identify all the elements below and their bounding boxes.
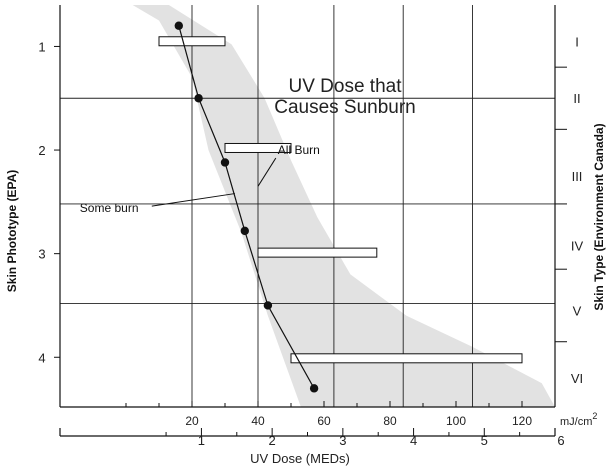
x-mj-tick-label: 100 [446, 414, 466, 428]
range-bar [257, 247, 378, 258]
x-med-tick-label: 3 [339, 433, 346, 448]
burn-band [132, 5, 555, 407]
y-right-tick-label: I [575, 34, 579, 49]
x-axis-title: UV Dose (MEDs) [250, 451, 350, 466]
x-unit-text: mJ/cm [560, 416, 592, 428]
y-axis-left-title: Skin Phototype (EPA) [5, 170, 19, 292]
chart-title-line-2: Causes Sunburn [274, 97, 416, 118]
y-axis-right-title: Skin Type (Environment Canada) [592, 123, 606, 310]
annotation-leader-line [257, 157, 277, 187]
chart-title-line-1: UV Dose that [289, 76, 403, 97]
range-bar [224, 142, 292, 153]
y-right-tick-label: VI [571, 371, 583, 386]
x-mj-tick-label: 120 [512, 414, 532, 428]
series-layer [174, 21, 319, 393]
x-mj-tick-label: 20 [185, 414, 199, 428]
data-point [309, 384, 319, 393]
annotation-label: Some burn [80, 201, 139, 215]
x-mj-tick-label: 80 [383, 414, 397, 428]
y-left-tick-label: 1 [38, 39, 45, 54]
series-line [178, 25, 315, 389]
data-point [174, 21, 183, 30]
x-med-tick-label: 6 [557, 433, 564, 448]
grid-layer [60, 5, 555, 407]
x-med-tick-label: 2 [269, 433, 276, 448]
y-left-tick-label: 4 [38, 350, 45, 365]
range-bar [158, 36, 226, 47]
annotation-leader-line [151, 193, 235, 207]
data-point [220, 158, 230, 167]
y-right-tick-label: V [573, 304, 582, 319]
annotation-label: All Burn [278, 143, 320, 157]
x-unit-superscript: 2 [592, 411, 597, 421]
y-left-tick-label: 3 [38, 247, 45, 262]
y-right-tick-label: III [572, 169, 583, 184]
x-med-tick-label: 4 [410, 433, 417, 448]
data-point [240, 226, 249, 236]
annotation-layer: All Burn Some burn [80, 143, 320, 215]
data-point [263, 301, 273, 310]
data-point [194, 94, 203, 103]
y-left-tick-label: 2 [38, 143, 45, 158]
x-med-tick-label: 5 [481, 433, 488, 448]
x-mj-tick-label: 60 [317, 414, 331, 428]
range-bars-layer [158, 36, 523, 364]
x-unit-label: mJ/cm2 [560, 411, 597, 428]
y-right-tick-label: II [573, 91, 580, 106]
range-bar [290, 353, 523, 364]
x-mj-tick-label: 40 [251, 414, 265, 428]
burn-band-layer [132, 5, 555, 407]
y-right-tick-label: IV [571, 238, 584, 253]
x-med-tick-label: 1 [198, 433, 205, 448]
